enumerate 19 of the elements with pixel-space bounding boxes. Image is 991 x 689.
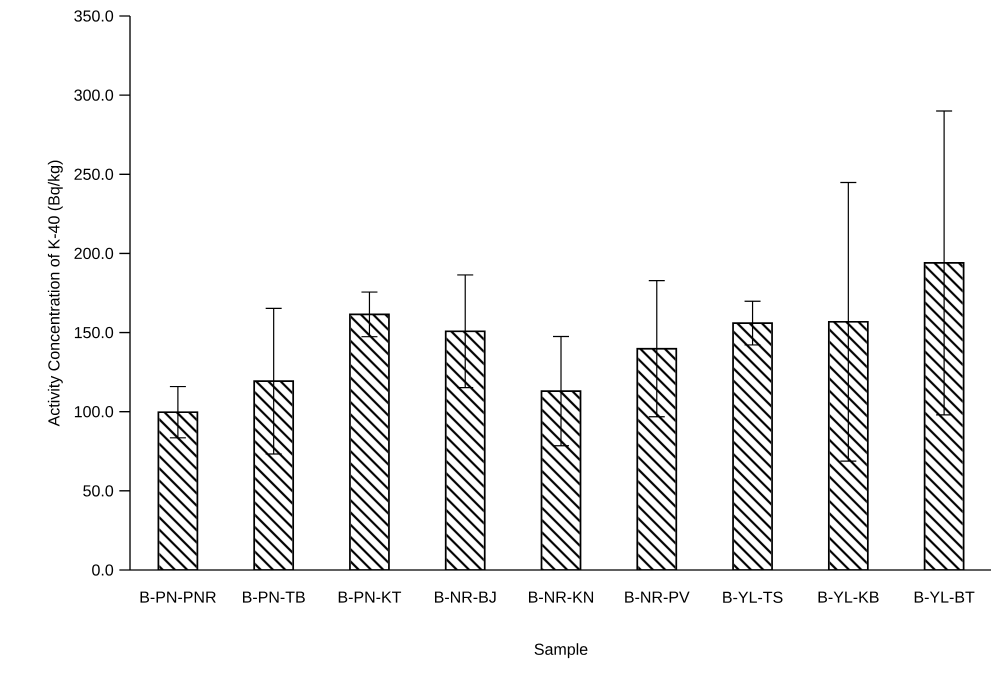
x-tick-label: B-NR-PV bbox=[625, 592, 690, 603]
x-axis-title: Sample bbox=[534, 643, 588, 658]
y-tick-label: 0.0 bbox=[92, 564, 114, 576]
y-tick-label: 250.0 bbox=[74, 168, 114, 180]
x-tick-label: B-PN-TB bbox=[242, 592, 305, 603]
x-tick-label: B-YL-TS bbox=[723, 592, 782, 603]
y-tick-label: 350.0 bbox=[74, 10, 114, 22]
y-tick-label: 150.0 bbox=[74, 326, 114, 338]
x-tick-label: B-NR-KN bbox=[528, 592, 594, 603]
x-tick-label: B-NR-BJ bbox=[434, 592, 496, 603]
y-tick-label: 300.0 bbox=[74, 89, 114, 101]
y-tick-label: 100.0 bbox=[74, 406, 114, 418]
x-tick-label: B-PN-PNR bbox=[140, 592, 216, 603]
x-tick-label: B-PN-KT bbox=[338, 592, 402, 603]
x-tick-label: B-YL-BT bbox=[914, 592, 974, 603]
y-tick-label: 50.0 bbox=[83, 485, 114, 497]
y-axis-title: Activity Concentration of K-40 (Bq/kg) bbox=[48, 160, 63, 426]
x-tick-label: B-YL-KB bbox=[818, 592, 879, 603]
y-tick-label: 200.0 bbox=[74, 248, 114, 260]
